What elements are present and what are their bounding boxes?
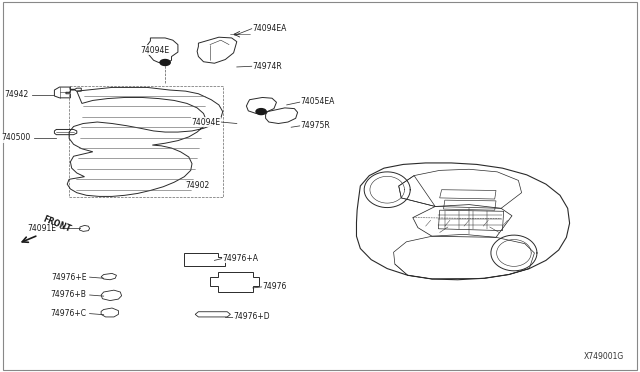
Text: FRONT: FRONT — [42, 214, 72, 234]
Text: 74902: 74902 — [186, 181, 210, 190]
Text: 74091E: 74091E — [28, 224, 56, 233]
Text: 74975R: 74975R — [301, 121, 330, 130]
Text: 74974R: 74974R — [253, 62, 282, 71]
Text: 74976+E: 74976+E — [51, 273, 86, 282]
Text: 74976+C: 74976+C — [51, 309, 86, 318]
Text: 740500: 740500 — [1, 133, 31, 142]
Text: 74054EA: 74054EA — [301, 97, 335, 106]
Text: 74942: 74942 — [4, 90, 29, 99]
Circle shape — [160, 60, 170, 65]
Text: 74976: 74976 — [262, 282, 287, 291]
Text: 74094E: 74094E — [191, 118, 221, 126]
Text: 74094EA: 74094EA — [253, 24, 287, 33]
Text: 74094E: 74094E — [141, 46, 170, 55]
Text: X749001G: X749001G — [584, 352, 624, 361]
Text: 74976+B: 74976+B — [51, 291, 86, 299]
Bar — [69, 86, 223, 197]
Text: 74976+D: 74976+D — [234, 312, 270, 321]
Text: 74976+A: 74976+A — [222, 254, 258, 263]
Circle shape — [256, 109, 266, 115]
